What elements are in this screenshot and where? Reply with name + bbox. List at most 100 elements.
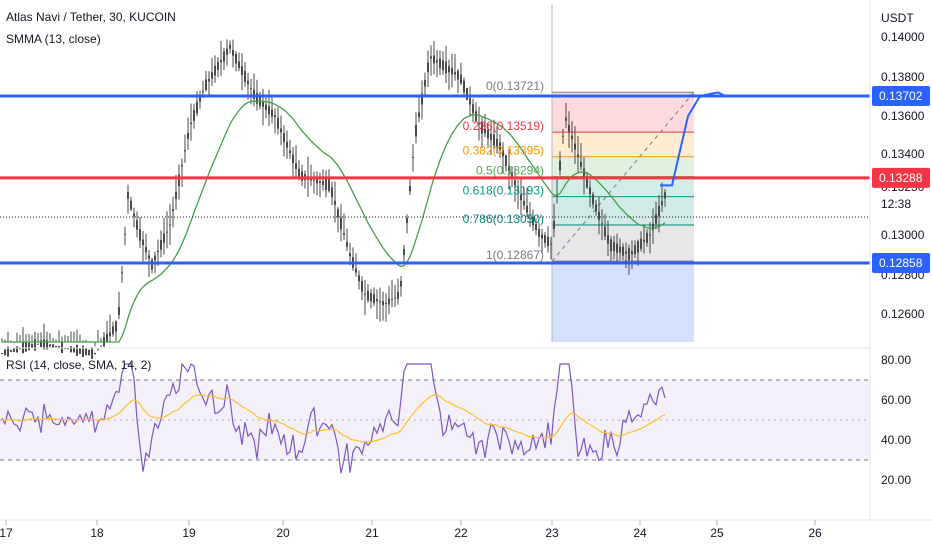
price-badge-label: 0.13702 (879, 89, 923, 103)
rsi-tick-label: 80.00 (881, 353, 911, 367)
candle-body (7, 346, 9, 357)
candle-body (76, 344, 78, 356)
candle-body (268, 106, 270, 115)
candle-body (211, 72, 213, 79)
candle-body (649, 234, 651, 236)
candle-body (343, 233, 345, 235)
candle-body (205, 79, 207, 91)
candle-body (319, 181, 321, 183)
candle-body (160, 239, 162, 250)
time-tick-label: 25 (710, 526, 724, 540)
candle-body (109, 332, 111, 337)
candle-body (145, 247, 147, 253)
rsi-legend[interactable]: RSI (14, close, SMA, 14, 2) (6, 358, 152, 372)
candle-body (415, 124, 417, 137)
candle-body (133, 213, 135, 217)
candle-body (520, 194, 522, 201)
candle-body (592, 194, 594, 205)
candle-body (100, 345, 102, 347)
candle-body (187, 132, 189, 139)
candle-body (301, 171, 303, 181)
candle-body (517, 189, 519, 192)
candle-body (373, 294, 375, 304)
candle-body (601, 223, 603, 225)
candle-body (430, 56, 432, 59)
candle-body (658, 206, 660, 217)
candle-body (571, 135, 573, 140)
candle-body (115, 321, 117, 332)
candle-body (313, 179, 315, 181)
horizontal-levels[interactable] (0, 94, 870, 265)
candle-body (67, 348, 69, 350)
rsi-tick-label: 40.00 (881, 433, 911, 447)
candle-body (163, 233, 165, 243)
candle-body (202, 91, 204, 93)
candle-body (424, 79, 426, 87)
candle-body (130, 200, 132, 210)
candle-body (82, 345, 84, 358)
candle-body (277, 117, 279, 129)
candle-body (193, 110, 195, 121)
candle-body (604, 226, 606, 237)
candle-body (151, 259, 153, 270)
time-tick-label: 26 (808, 526, 822, 540)
candle-body (565, 117, 567, 121)
candle-body (598, 211, 600, 220)
time-tick-label: 21 (365, 526, 379, 540)
candle-body (481, 122, 483, 134)
price-badges: 0.13702 0.13288 0.12858 (872, 85, 930, 273)
candle-body (241, 66, 243, 76)
time-axis-ticks[interactable]: 17 18 19 20 21 22 23 24 25 26 (0, 520, 822, 540)
fib-zone (552, 132, 694, 157)
candle-body (25, 342, 27, 352)
candle-body (355, 268, 357, 273)
projection-path[interactable] (660, 91, 727, 187)
candle-body (391, 299, 393, 301)
candle-body (385, 303, 387, 305)
candle-body (409, 186, 411, 192)
candle-body (553, 220, 555, 230)
candle-body (280, 128, 282, 133)
candle-body (541, 234, 543, 239)
candle-body (652, 223, 654, 231)
candle-body (595, 204, 597, 212)
candle-body (325, 178, 327, 191)
candle-body (328, 179, 330, 191)
symbol-title[interactable]: Atlas Navi / Tether, 30, KUCOIN (6, 10, 176, 24)
candle-body (37, 343, 39, 345)
candle-body (367, 290, 369, 301)
candle-body (532, 216, 534, 226)
candle-body (136, 220, 138, 230)
smma-legend[interactable]: SMMA (13, close) (6, 32, 101, 46)
fibonacci-zones[interactable] (551, 5, 695, 342)
candle-body (460, 74, 462, 84)
candle-body (445, 61, 447, 74)
candle-body (505, 155, 507, 167)
candle-body (250, 88, 252, 90)
candle-body (502, 150, 504, 157)
rsi-tick-label: 20.00 (881, 473, 911, 487)
candle-body (52, 344, 54, 348)
rsi-axis-ticks: 80.00 60.00 40.00 20.00 (881, 353, 911, 487)
candle-body (370, 292, 372, 302)
candle-body (469, 98, 471, 105)
price-badge (872, 167, 930, 188)
candle-body (64, 348, 66, 350)
candle-body (508, 165, 510, 171)
candle-body (466, 87, 468, 100)
candle-body (46, 340, 48, 350)
candle-body (529, 214, 531, 216)
candle-body (361, 281, 363, 292)
candle-body (394, 297, 396, 299)
price-tick-label: 0.13600 (881, 109, 925, 123)
candle-body (382, 301, 384, 306)
candle-body (97, 349, 99, 351)
candle-body (94, 352, 96, 355)
candle-body (577, 154, 579, 157)
candle-body (655, 214, 657, 224)
candle-body (358, 275, 360, 282)
fib-level-label: 0.382(0.13395) (463, 144, 544, 158)
candle-body (574, 143, 576, 150)
candle-body (487, 129, 489, 139)
